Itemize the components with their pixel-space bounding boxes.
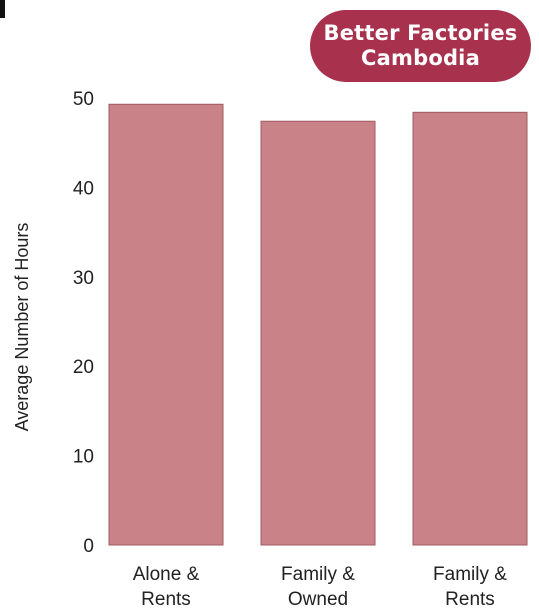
badge-line-2: Cambodia	[361, 46, 480, 70]
x-tick-label-2: Family & Rents	[433, 564, 507, 610]
y-tick-label-4: 40	[73, 178, 94, 199]
y-axis-ticks: 0 10 20 30 40 50	[73, 89, 94, 557]
x-tick-label-1: Family & Owned	[281, 564, 355, 610]
y-axis-title: Average Number of Hours	[12, 223, 32, 432]
bar-0	[108, 103, 224, 546]
y-tick-label-5: 50	[73, 89, 94, 110]
bar-1	[260, 120, 376, 546]
x-axis-labels: Alone & Rents Family & Owned Family & Rents	[133, 564, 508, 610]
corner-mark	[0, 0, 5, 18]
bar-2	[412, 111, 528, 546]
x-tick-label-0: Alone & Rents	[133, 564, 200, 610]
source-badge: Better Factories Cambodia	[310, 10, 531, 82]
y-tick-label-1: 10	[73, 447, 94, 468]
y-tick-label-3: 30	[73, 268, 94, 289]
badge-line-1: Better Factories	[323, 21, 518, 45]
bars	[108, 103, 528, 546]
y-tick-label-2: 20	[73, 357, 94, 378]
y-tick-label-0: 0	[83, 536, 94, 557]
